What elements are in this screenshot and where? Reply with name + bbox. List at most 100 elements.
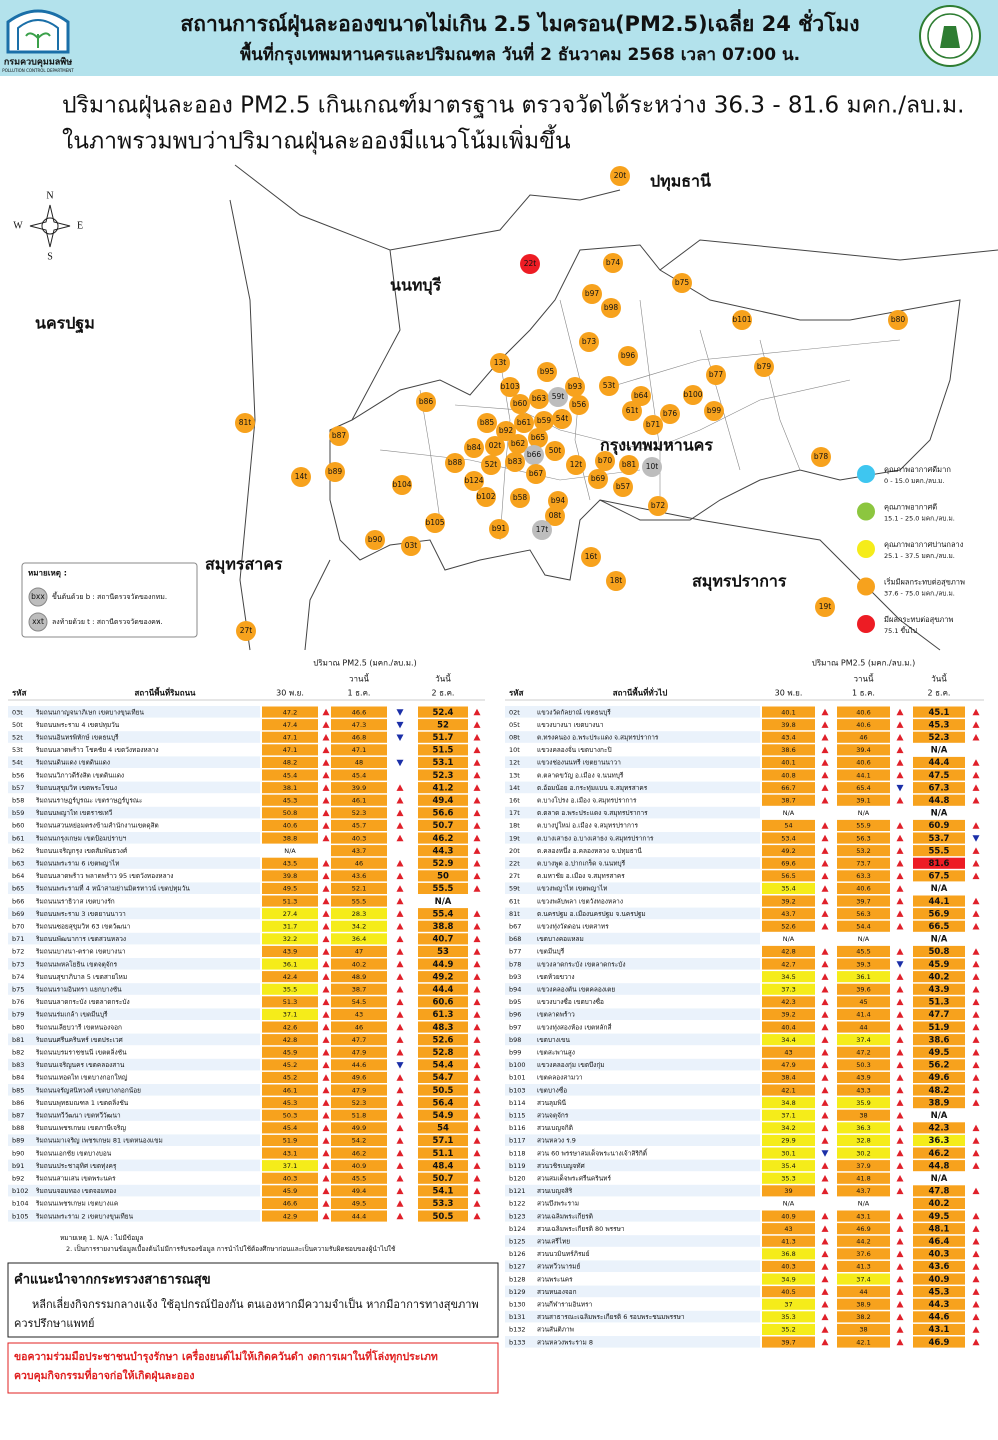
station-code: b104 bbox=[12, 1200, 29, 1208]
value-label: 54 bbox=[437, 1124, 449, 1134]
trend-arrow bbox=[896, 897, 904, 905]
trend-arrow bbox=[322, 948, 330, 955]
value-label: 43.7 bbox=[781, 910, 795, 918]
value-label: 55.4 bbox=[433, 909, 454, 919]
value-cell bbox=[837, 1147, 890, 1159]
trend-arrow bbox=[972, 872, 980, 880]
station-name: แขวงบางนา เขตบางนา bbox=[537, 721, 604, 729]
trend-arrow bbox=[473, 1049, 481, 1056]
value-label: 67.5 bbox=[929, 872, 950, 882]
value-label: 36.3 bbox=[856, 1124, 870, 1132]
value-cell bbox=[331, 1122, 387, 1134]
trend-arrow bbox=[322, 1124, 330, 1132]
trend-arrow bbox=[896, 986, 904, 993]
trend-arrow bbox=[821, 721, 829, 728]
value-cell bbox=[762, 1311, 815, 1323]
trend-arrow bbox=[821, 746, 829, 754]
note-text: ขึ้นต้นด้วย b : สถานีตรวจวัดของกทม. bbox=[52, 590, 167, 601]
trend-arrow bbox=[821, 1175, 829, 1182]
station-code: b123 bbox=[509, 1212, 526, 1220]
value-cell bbox=[262, 983, 318, 995]
trend-arrow bbox=[473, 860, 481, 867]
trend-arrow bbox=[821, 1074, 829, 1081]
trend-arrow bbox=[896, 847, 904, 854]
row-background bbox=[8, 869, 260, 882]
station-name: ริมถนนพหลโยธิน เขตจตุจักร bbox=[35, 960, 117, 968]
value-label: 54.1 bbox=[433, 1187, 454, 1197]
station-name: ริมถนนมาเจริญ เพชรเกษม 81 เขตหนองแขม bbox=[35, 1137, 162, 1145]
value-label: 55.9 bbox=[856, 822, 870, 830]
trend-arrow bbox=[821, 1112, 829, 1119]
station-code: b94 bbox=[509, 986, 521, 994]
trend-arrow bbox=[322, 885, 330, 892]
trend-arrow bbox=[972, 1238, 980, 1245]
value-cell bbox=[762, 920, 815, 932]
trend-arrow bbox=[396, 834, 404, 842]
station-code: b114 bbox=[509, 1099, 526, 1107]
value-cell bbox=[837, 1298, 890, 1310]
value-label: 43.5 bbox=[283, 860, 297, 868]
value-cell bbox=[262, 1109, 318, 1121]
value-label: 55.5 bbox=[352, 897, 366, 905]
value-label: 48.4 bbox=[433, 1161, 454, 1171]
value-cell bbox=[762, 1134, 815, 1146]
value-label: 47.7 bbox=[929, 1010, 950, 1020]
value-cell bbox=[262, 706, 318, 718]
station-name: สวนเบญจสิริ bbox=[537, 1187, 573, 1195]
value-label: 39.8 bbox=[283, 872, 297, 880]
value-cell bbox=[913, 1235, 965, 1247]
value-cell bbox=[331, 1097, 387, 1109]
value-label: 53.2 bbox=[856, 847, 870, 855]
value-label: 43.7 bbox=[856, 1187, 870, 1195]
station-code: b115 bbox=[509, 1112, 526, 1120]
station-marker bbox=[401, 536, 421, 556]
value-cell bbox=[913, 1008, 965, 1020]
value-cell bbox=[913, 1223, 965, 1235]
value-cell bbox=[262, 1097, 318, 1109]
value-label: 38.2 bbox=[856, 1313, 870, 1321]
value-label: 63.3 bbox=[856, 872, 870, 880]
trend-arrow bbox=[896, 1326, 904, 1333]
value-label: 40.1 bbox=[781, 708, 795, 716]
value-label: 49.5 bbox=[352, 1200, 366, 1208]
station-name: เขตบางคอแหลม bbox=[537, 935, 584, 943]
value-label: 39.2 bbox=[781, 897, 795, 905]
trend-arrow bbox=[896, 734, 904, 741]
value-cell bbox=[837, 756, 890, 768]
trend-arrow bbox=[322, 897, 330, 905]
value-label: 38.9 bbox=[929, 1098, 950, 1108]
row-background bbox=[505, 832, 760, 844]
value-cell bbox=[762, 1097, 815, 1109]
value-label: 56.3 bbox=[856, 910, 870, 918]
station-marker bbox=[236, 621, 256, 641]
trend-arrow bbox=[972, 1301, 980, 1308]
value-label: 45.1 bbox=[929, 708, 950, 718]
value-label: 43.1 bbox=[929, 1325, 950, 1335]
row-background bbox=[505, 970, 760, 983]
value-cell bbox=[837, 882, 890, 894]
station-name: ริมถนนร่มเกล้า เขตมีนบุรี bbox=[35, 1011, 107, 1019]
value-cell bbox=[331, 1034, 387, 1046]
value-label: 67.3 bbox=[929, 783, 950, 793]
value-cell bbox=[418, 958, 468, 970]
value-cell bbox=[913, 719, 965, 731]
station-code: 02t bbox=[509, 708, 520, 716]
value-label: 45.4 bbox=[352, 771, 366, 779]
value-cell bbox=[837, 933, 890, 945]
station-marker bbox=[815, 597, 835, 617]
station-code: b60 bbox=[513, 399, 528, 408]
value-cell bbox=[837, 719, 890, 731]
value-cell bbox=[837, 1008, 890, 1020]
value-label: 40.1 bbox=[781, 759, 795, 767]
value-cell bbox=[262, 1160, 318, 1172]
trend-arrow bbox=[396, 784, 404, 791]
value-cell bbox=[913, 1097, 965, 1109]
trend-arrow bbox=[473, 1162, 481, 1169]
station-code: b104 bbox=[392, 480, 411, 489]
station-name: ริมถนนศรีนครินทร์ เขตประเวศ bbox=[35, 1036, 123, 1044]
value-cell bbox=[331, 1160, 387, 1172]
row-background bbox=[505, 1336, 760, 1348]
value-label: N/A bbox=[284, 847, 296, 855]
value-cell bbox=[762, 1286, 815, 1298]
station-name: สวนเฉลิมพระเกียรติ bbox=[537, 1212, 593, 1220]
